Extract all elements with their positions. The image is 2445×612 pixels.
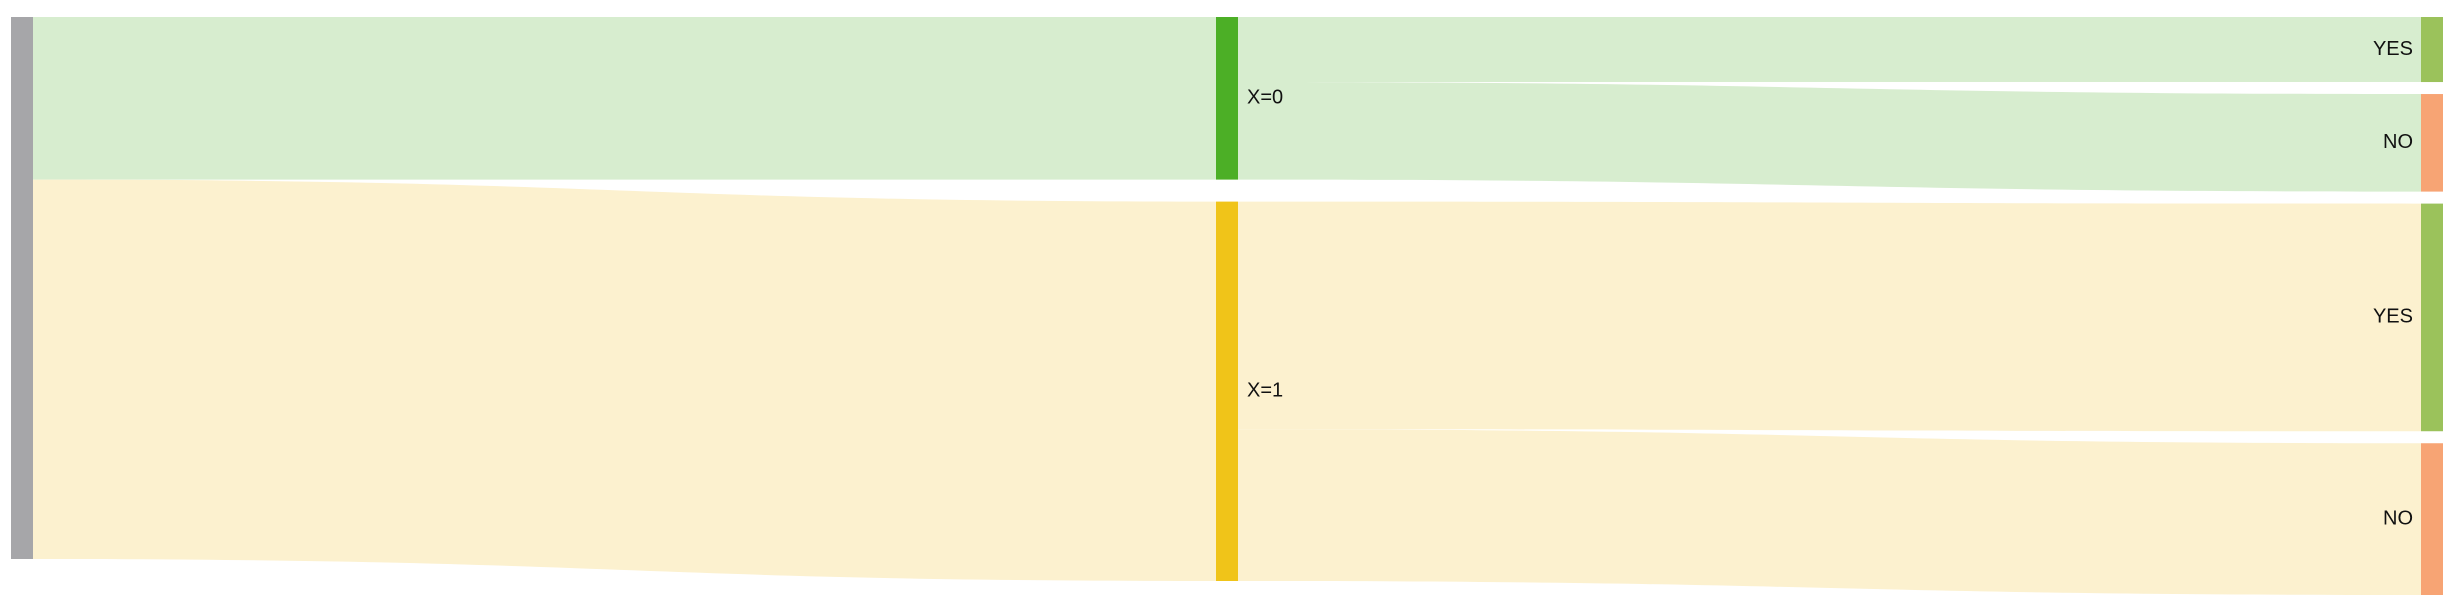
node-label-x0: X=0 — [1247, 87, 1283, 109]
node-label-x0-no: NO — [2383, 131, 2413, 153]
link-root-to-x1 — [33, 179, 1216, 581]
node-label-x1-yes: YES — [2373, 306, 2413, 328]
node-layer — [11, 17, 2443, 595]
node-x1 — [1216, 201, 1238, 581]
node-label-x1: X=1 — [1247, 380, 1283, 402]
node-label-x0-yes: YES — [2373, 38, 2413, 60]
link-x1-to-x1_yes — [1238, 201, 2421, 432]
node-x1_yes — [2421, 203, 2443, 432]
node-x0 — [1216, 17, 1238, 180]
link-layer — [33, 17, 2421, 595]
node-x1_no — [2421, 443, 2443, 595]
node-root — [11, 17, 33, 559]
link-x1-to-x1_no — [1238, 429, 2421, 595]
node-x0_no — [2421, 94, 2443, 192]
link-x0-to-x0_no — [1238, 82, 2421, 192]
link-x0-to-x0_yes — [1238, 17, 2421, 83]
node-label-x1-no: NO — [2383, 507, 2413, 529]
link-root-to-x0 — [33, 17, 1216, 180]
node-x0_yes — [2421, 17, 2443, 83]
label-layer: X=0 X=1 YES NO YES NO — [1247, 38, 2413, 530]
